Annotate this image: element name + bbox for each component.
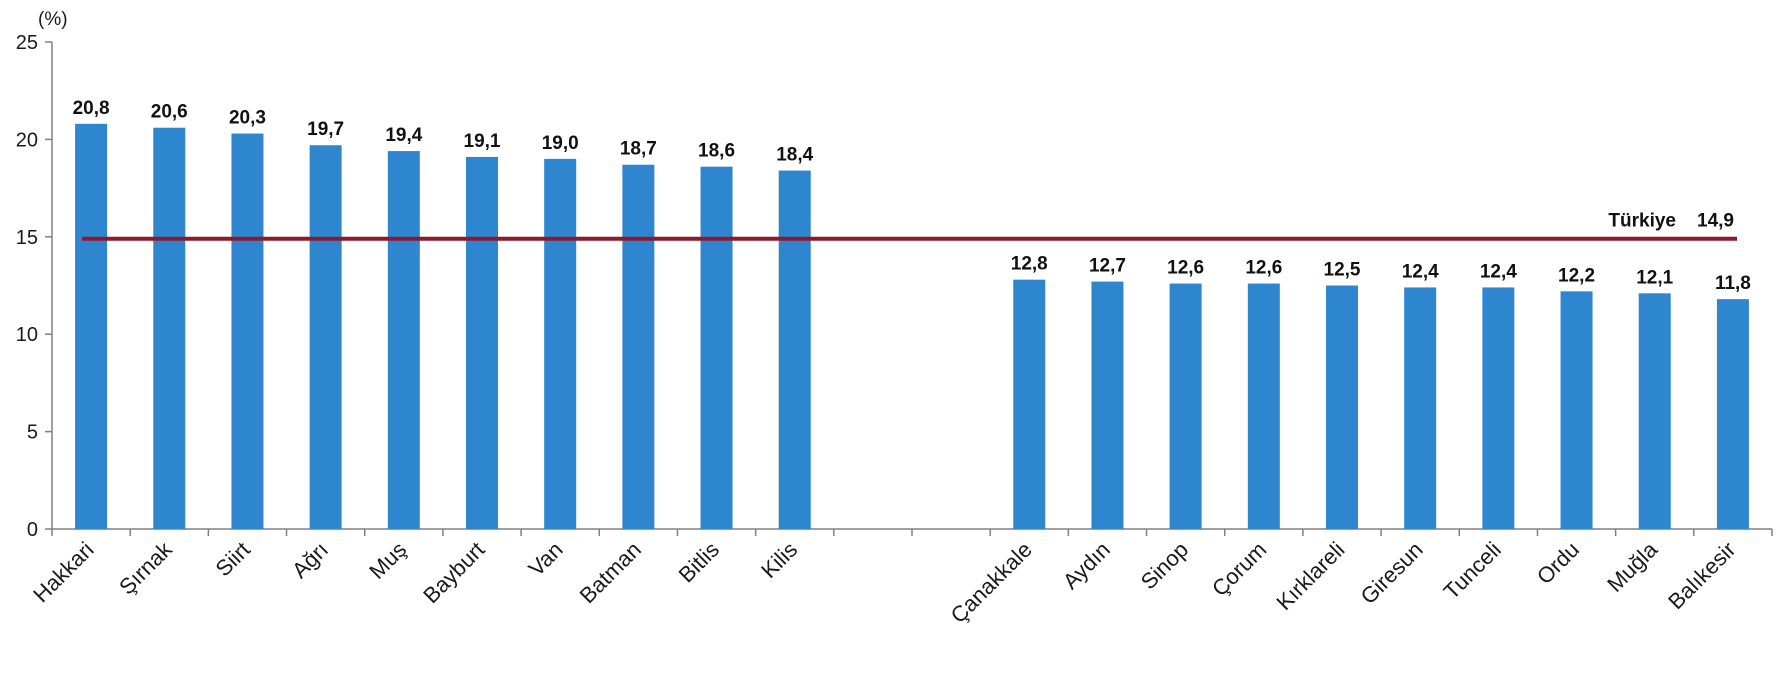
data-label: 18,4 [776, 145, 813, 166]
category-label: Hakkari [28, 537, 98, 607]
bar [1560, 291, 1593, 529]
category-label: Kilis [756, 537, 802, 583]
reference-line-label: Türkiye [1608, 211, 1676, 232]
bar [1482, 287, 1515, 529]
bar [309, 145, 342, 529]
data-label: 18,7 [620, 139, 657, 160]
y-tick-label: 5 [27, 422, 38, 444]
bar [700, 166, 733, 529]
category-label: Bayburt [418, 537, 489, 608]
bar [1638, 293, 1671, 529]
data-label: 19,1 [464, 131, 501, 152]
bar [544, 158, 577, 529]
reference-line-group: Türkiye 14,9 [82, 211, 1737, 241]
y-tick-label: 15 [16, 227, 38, 249]
data-label: 12,6 [1245, 258, 1282, 279]
bar [778, 170, 811, 529]
bar [1013, 279, 1046, 529]
bar [1716, 299, 1749, 529]
y-tick-label: 20 [16, 129, 38, 151]
data-label: 12,5 [1324, 260, 1361, 281]
category-label: Batman [575, 537, 646, 608]
bar [622, 164, 655, 529]
data-labels: 20,8 20,6 20,3 19,7 19,4 19,1 19,0 18,7 18,6 18,4… [73, 98, 1751, 294]
data-label: 12,2 [1558, 265, 1595, 286]
data-label: 12,1 [1636, 267, 1673, 288]
data-label: 20,6 [151, 102, 188, 123]
bar [1091, 281, 1124, 529]
data-label: 19,0 [542, 133, 579, 154]
category-label: Şırnak [114, 536, 177, 599]
bar [1247, 283, 1280, 529]
data-label: 20,3 [229, 108, 266, 129]
category-label: Ordu [1532, 537, 1584, 589]
category-label: Çorum [1207, 537, 1271, 601]
bar [387, 151, 420, 529]
bar [466, 156, 498, 529]
category-label: Ağrı [287, 537, 333, 583]
bar [231, 133, 264, 529]
category-label: Bitlis [674, 537, 725, 588]
data-label: 18,6 [698, 141, 735, 162]
data-label: 19,7 [307, 119, 344, 140]
y-ticks: 0 5 10 15 20 25 [16, 32, 52, 541]
bar [75, 123, 108, 529]
category-label: Sinop [1136, 537, 1193, 594]
data-label: 12,4 [1402, 261, 1439, 282]
bar [153, 127, 186, 529]
y-tick-label: 25 [16, 32, 38, 54]
y-tick-label: 0 [27, 519, 38, 541]
data-label: 19,4 [385, 125, 422, 146]
data-label: 12,8 [1011, 254, 1048, 275]
data-label: 20,8 [73, 98, 110, 119]
category-label: Muş [364, 537, 411, 584]
category-label: Tunceli [1439, 537, 1506, 604]
bar [1404, 287, 1437, 529]
bar [1326, 285, 1358, 529]
bar [1169, 283, 1202, 529]
y-axis-unit-label: (%) [38, 9, 68, 30]
category-label: Giresun [1356, 537, 1428, 609]
data-label: 11,8 [1715, 273, 1751, 294]
x-ticks [51, 529, 1773, 536]
category-labels: Hakkari Şırnak Siirt Ağrı Muş Bayburt Van Batma… [28, 536, 1740, 628]
data-label: 12,6 [1167, 258, 1204, 279]
data-label: 12,4 [1480, 261, 1517, 282]
category-label: Aydın [1058, 537, 1115, 594]
category-label: Muğla [1602, 536, 1663, 597]
data-label: 12,7 [1089, 256, 1126, 277]
category-label: Siirt [211, 537, 255, 581]
bars [75, 123, 1749, 529]
category-label: Van [524, 537, 568, 581]
reference-line-value: 14,9 [1697, 211, 1734, 232]
category-label: Kırklareli [1271, 537, 1349, 615]
category-label: Çanakkale [946, 537, 1037, 628]
y-tick-label: 10 [16, 324, 38, 346]
category-label: Balıkesir [1663, 537, 1740, 614]
